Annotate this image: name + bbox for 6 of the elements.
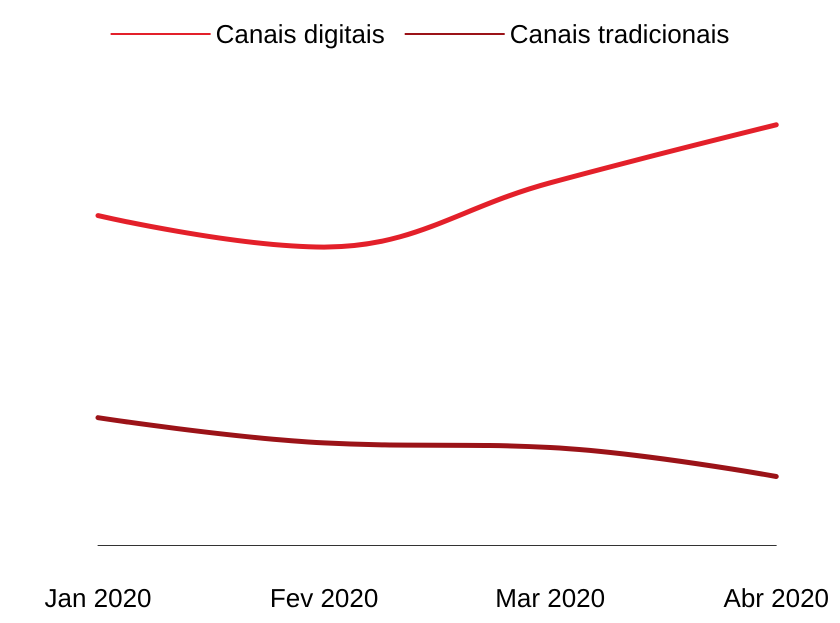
legend-label: Canais digitais xyxy=(216,19,385,49)
x-tick-label: Fev 2020 xyxy=(270,583,378,613)
x-tick-label: Mar 2020 xyxy=(495,583,606,613)
x-tick-label: Jan 2020 xyxy=(44,583,152,613)
legend-label: Canais tradicionais xyxy=(510,19,730,49)
x-tick-label: Abr 2020 xyxy=(723,583,830,613)
